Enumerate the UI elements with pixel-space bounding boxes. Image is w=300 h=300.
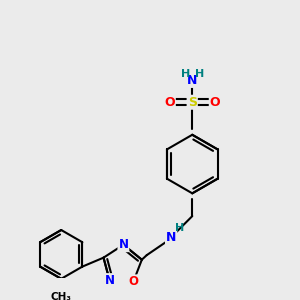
Text: N: N xyxy=(166,231,176,244)
Text: S: S xyxy=(188,96,197,109)
Text: N: N xyxy=(105,274,115,287)
Text: O: O xyxy=(164,96,175,109)
Text: O: O xyxy=(128,275,138,288)
Text: N: N xyxy=(187,74,197,87)
Text: H: H xyxy=(175,223,184,233)
Text: H: H xyxy=(181,69,190,79)
Text: CH₃: CH₃ xyxy=(51,292,72,300)
Text: H: H xyxy=(195,69,204,79)
Text: N: N xyxy=(118,238,128,251)
Text: O: O xyxy=(210,96,220,109)
